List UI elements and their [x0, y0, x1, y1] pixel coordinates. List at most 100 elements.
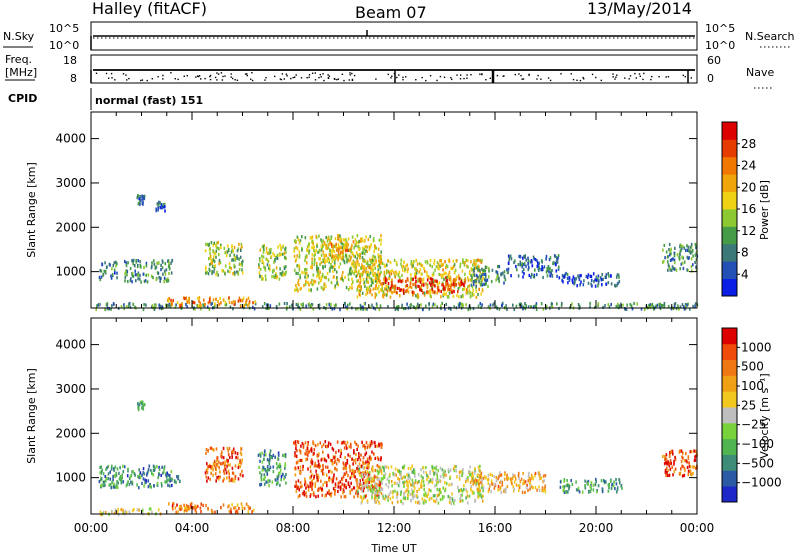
- scatter-cell: [304, 272, 307, 276]
- scatter-cell: [341, 242, 344, 246]
- scatter-cell: [481, 303, 483, 307]
- scatter-cell: [320, 238, 322, 242]
- scatter-cell: [176, 301, 179, 305]
- scatter-cell: [369, 487, 371, 491]
- scatter-cell: [347, 237, 350, 241]
- scatter-cell: [321, 493, 324, 497]
- scatter-cell: [233, 256, 236, 260]
- scatter-cell: [167, 259, 170, 263]
- scatter-cell: [329, 442, 332, 446]
- scatter-cell: [321, 272, 324, 276]
- scatter-cell: [431, 265, 433, 269]
- scatter-cell: [99, 478, 102, 482]
- scatter-cell: [597, 281, 600, 285]
- scatter-cell: [321, 240, 323, 244]
- scatter-cell: [237, 272, 240, 276]
- scatter-cell: [487, 481, 490, 485]
- scatter-cell: [361, 472, 363, 476]
- scatter-cell: [503, 270, 506, 274]
- scatter-cell: [137, 277, 139, 281]
- scatter-cell: [215, 468, 217, 472]
- nave-dot: [197, 75, 199, 77]
- scatter-cell: [633, 301, 635, 306]
- scatter-cell: [129, 266, 132, 271]
- colorbar-segment: [722, 139, 737, 158]
- scatter-cell: [673, 258, 676, 262]
- scatter-cell: [504, 278, 507, 282]
- scatter-cell: [319, 441, 322, 445]
- scatter-cell: [251, 510, 253, 514]
- scatter-cell: [524, 302, 526, 306]
- scatter-cell: [260, 478, 263, 482]
- scatter-cell: [315, 248, 317, 252]
- scatter-cell: [395, 473, 397, 477]
- scatter-cell: [479, 489, 481, 493]
- scatter-cell: [298, 469, 301, 473]
- scatter-cell: [483, 277, 486, 281]
- scatter-cell: [462, 282, 465, 286]
- scatter-cell: [694, 304, 696, 308]
- scatter-cell: [141, 473, 143, 477]
- nave-dot: [200, 78, 202, 80]
- scatter-cell: [542, 275, 544, 280]
- scatter-cell: [345, 257, 348, 261]
- scatter-cell: [306, 248, 308, 252]
- scatter-cell: [668, 266, 671, 270]
- scatter-cell: [126, 273, 128, 277]
- scatter-cell: [453, 278, 455, 282]
- nave-dot: [351, 78, 354, 81]
- scatter-cell: [301, 246, 303, 250]
- scatter-cell: [389, 261, 392, 265]
- scatter-cell: [532, 486, 534, 490]
- scatter-cell: [356, 262, 358, 266]
- scatter-cell: [670, 449, 673, 453]
- power-cells: [95, 194, 699, 312]
- scatter-cell: [421, 308, 424, 312]
- scatter-cell: [177, 510, 179, 514]
- nave-dot: [405, 76, 407, 78]
- scatter-cell: [377, 287, 379, 291]
- scatter-cell: [360, 495, 363, 500]
- scatter-cell: [480, 495, 483, 499]
- nave-dot: [128, 77, 130, 80]
- scatter-cell: [356, 288, 358, 292]
- scatter-cell: [384, 280, 386, 284]
- nave-dot: [209, 75, 211, 78]
- scatter-cell: [534, 486, 537, 490]
- scatter-cell: [156, 271, 159, 275]
- scatter-cell: [437, 480, 439, 484]
- scatter-cell: [412, 262, 414, 266]
- scatter-cell: [259, 259, 261, 263]
- scatter-cell: [590, 282, 592, 286]
- scatter-cell: [279, 243, 281, 247]
- scatter-cell: [209, 446, 212, 450]
- scatter-cell: [336, 440, 339, 444]
- scatter-cell: [141, 197, 144, 201]
- scatter-cell: [563, 479, 565, 483]
- scatter-cell: [450, 288, 452, 292]
- scatter-cell: [373, 258, 375, 263]
- scatter-cell: [406, 263, 408, 267]
- colorbar-frame: [721, 327, 738, 503]
- scatter-cell: [378, 491, 380, 495]
- scatter-cell: [325, 253, 327, 257]
- scatter-cell: [530, 473, 533, 477]
- scatter-cell: [168, 267, 171, 271]
- scatter-cell: [371, 281, 374, 285]
- scatter-cell: [282, 273, 284, 277]
- scatter-cell: [398, 480, 401, 484]
- scatter-cell: [260, 275, 263, 279]
- scatter-cell: [375, 495, 377, 499]
- scatter-cell: [572, 275, 575, 279]
- scatter-cell: [509, 254, 512, 258]
- scatter-cell: [522, 482, 524, 486]
- scatter-cell: [350, 255, 352, 259]
- scatter-cell: [417, 277, 419, 281]
- scatter-cell: [414, 479, 417, 483]
- scatter-cell: [328, 239, 331, 243]
- scatter-cell: [172, 502, 175, 506]
- scatter-cell: [338, 265, 340, 269]
- scatter-cell: [525, 264, 527, 268]
- nave-dot: [665, 76, 667, 78]
- scatter-cell: [545, 257, 547, 261]
